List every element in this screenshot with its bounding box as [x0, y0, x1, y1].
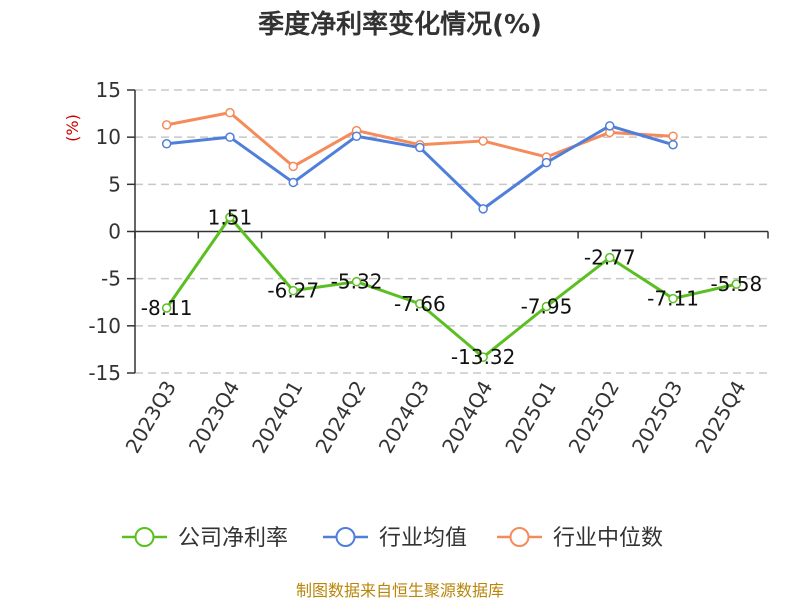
legend-label: 公司净利率: [178, 526, 288, 551]
data-label: -5.32: [331, 270, 383, 294]
data-point: [225, 132, 235, 142]
data-point: [288, 177, 298, 188]
data-point: [161, 120, 172, 130]
data-point: [605, 121, 615, 131]
series-line: [165, 215, 737, 359]
y-tick-label: 15: [96, 78, 121, 102]
legend-label: 行业均值: [379, 526, 467, 551]
data-point: [478, 204, 488, 214]
data-label: -2.77: [584, 246, 636, 270]
y-tick-label: -5: [101, 267, 121, 291]
data-point: [225, 107, 235, 118]
data-point: [731, 279, 742, 289]
data-label: -5.58: [710, 272, 762, 296]
data-point: [541, 301, 552, 312]
x-tick-labels: 2023Q3 2023Q4 2024Q1 2024Q2 2024Q3 2024Q4 2025…: [121, 377, 751, 458]
data-labels: -8.11 1.51 -6.27 -5.32 -7.66 -13.32 -7.95 -2.77…: [141, 205, 762, 369]
data-label: 1.51: [208, 205, 253, 229]
x-tick-label: 2023Q3: [121, 377, 181, 458]
chart-title: 季度净利率变化情况(%): [258, 9, 542, 40]
series-lines: [161, 107, 742, 362]
data-label: -7.95: [521, 294, 573, 318]
legend-marker: [509, 527, 530, 547]
data-point: [541, 157, 552, 168]
x-tick-label: 2024Q1: [247, 377, 307, 458]
data-point: [415, 142, 425, 153]
y-tick-label: 0: [108, 220, 121, 244]
y-tick-label: -15: [88, 361, 121, 385]
data-label: -7.11: [647, 287, 699, 311]
x-tick-label: 2025Q3: [627, 377, 687, 458]
x-tick-label: 2024Q3: [374, 377, 434, 458]
data-point: [415, 299, 425, 309]
data-label: -7.66: [394, 292, 446, 316]
data-point: [668, 131, 678, 141]
y-tick-label: -10: [88, 314, 121, 338]
series-line: [166, 111, 674, 168]
data-label: -6.27: [267, 279, 319, 303]
y-axis-label: (%): [63, 114, 82, 142]
data-point: [605, 252, 615, 263]
data-point: [161, 139, 172, 149]
x-tick-label: 2024Q2: [310, 377, 370, 458]
x-tick-label: 2025Q1: [500, 377, 560, 458]
data-label: -13.32: [451, 345, 515, 369]
source-note: 制图数据来自恒生聚源数据库: [296, 581, 504, 600]
data-point: [288, 161, 298, 172]
data-point: [668, 293, 678, 304]
legend-marker: [134, 527, 155, 547]
data-point: [478, 136, 488, 146]
legend-label: 行业中位数: [553, 526, 663, 551]
y-tick-label: 5: [108, 172, 121, 196]
y-tick-label: 10: [96, 125, 121, 149]
data-point: [161, 303, 172, 313]
data-label: -8.11: [141, 296, 193, 320]
legend-marker: [335, 527, 356, 547]
data-point: [351, 276, 362, 287]
data-point: [351, 131, 362, 141]
grid-lines: [127, 89, 768, 374]
data-point: [225, 212, 235, 223]
x-tick-label: 2025Q2: [564, 377, 624, 458]
x-tick-label: 2023Q4: [184, 377, 244, 458]
data-point: [668, 139, 678, 150]
data-point: [478, 352, 488, 362]
x-tick-label: 2024Q4: [437, 377, 497, 458]
data-point: [288, 285, 298, 296]
x-tick-label: 2025Q4: [690, 377, 750, 458]
y-tick-labels: 15 10 5 0 -5 -10 -15: [88, 78, 121, 385]
legend: 公司净利率 行业均值 行业中位数: [122, 526, 663, 551]
